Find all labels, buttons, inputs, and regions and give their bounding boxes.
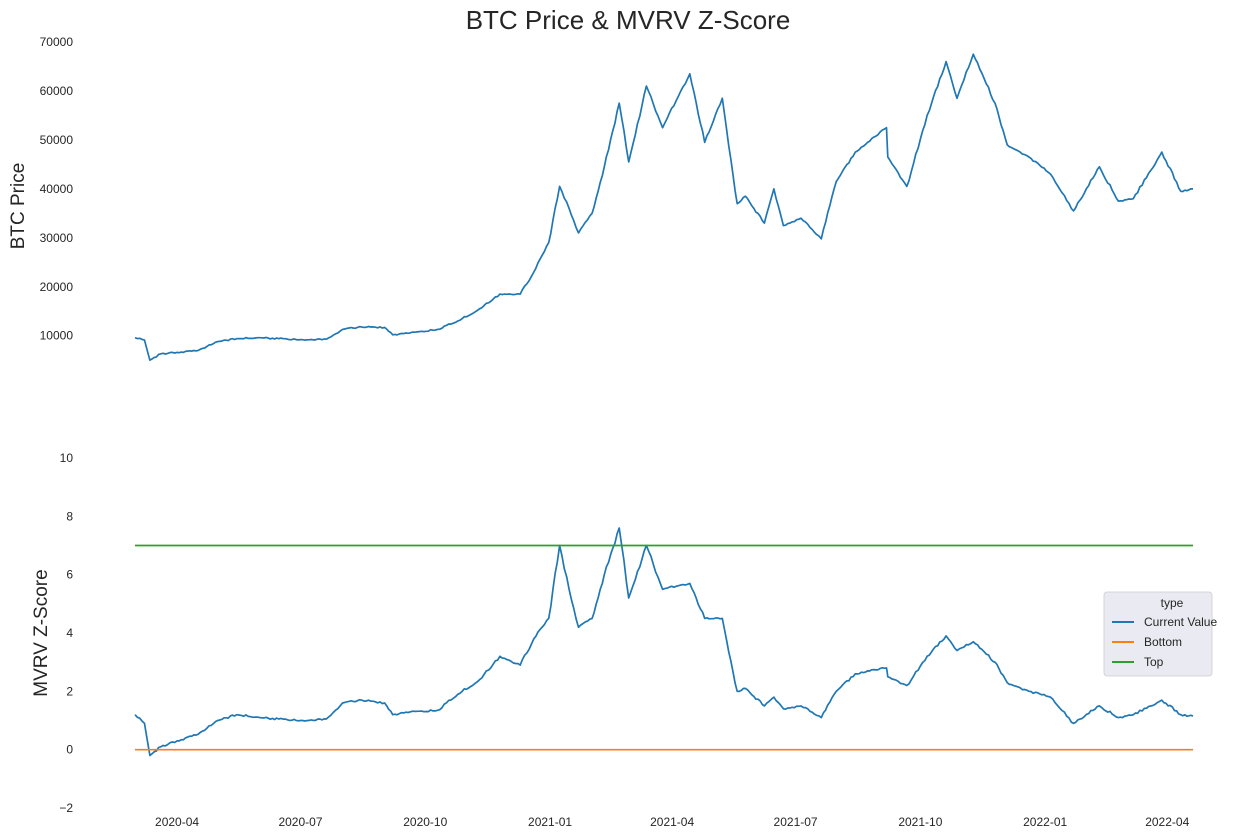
- price-panel: 10000 20000 30000 40000 50000 60000 70000 BTC P…: [8, 35, 1194, 362]
- series-line-current-value: [134, 527, 1194, 757]
- legend: type Current Value Bottom Top: [1103, 591, 1217, 677]
- legend-box: [1103, 591, 1213, 677]
- y-tick-label: 2: [66, 684, 73, 698]
- x-tick-label: 2022-04: [1145, 815, 1189, 829]
- y-tick-label: 70000: [40, 35, 74, 49]
- mvrv-panel: −2 0 2 4 6 8 10 MVRV Z-Score 2020-04 2020-07 2020-…: [31, 451, 1194, 829]
- y-tick-label: 30000: [40, 231, 74, 245]
- y-tick-label: 50000: [40, 133, 74, 147]
- y-tick-label: 40000: [40, 182, 74, 196]
- legend-entry: Bottom: [1144, 635, 1182, 649]
- y-tick-label: 20000: [40, 280, 74, 294]
- x-tick-label: 2021-04: [650, 815, 694, 829]
- x-tick-label: 2021-01: [528, 815, 572, 829]
- legend-entry: Top: [1144, 655, 1164, 669]
- y-tick-label: 0: [66, 743, 73, 757]
- y-tick-label: 10000: [40, 329, 74, 343]
- legend-title: type: [1161, 596, 1184, 610]
- x-tick-label: 2021-10: [898, 815, 942, 829]
- y-tick-label: 4: [66, 626, 73, 640]
- y-tick-label: 10: [60, 451, 74, 465]
- y-tick-label: 6: [66, 568, 73, 582]
- legend-entry: Current Value: [1144, 615, 1217, 629]
- y-axis-label: BTC Price: [8, 163, 29, 250]
- y-tick-label: −2: [59, 801, 73, 815]
- x-tick-label: 2020-07: [278, 815, 322, 829]
- chart-title: BTC Price & MVRV Z-Score: [466, 5, 791, 35]
- x-tick-label: 2020-04: [155, 815, 199, 829]
- y-axis-label: MVRV Z-Score: [31, 569, 52, 696]
- series-line-price-0: [134, 53, 1194, 362]
- y-tick-label: 60000: [40, 84, 74, 98]
- x-tick-label: 2020-10: [403, 815, 447, 829]
- y-tick-label: 8: [66, 509, 73, 523]
- x-tick-label: 2021-07: [774, 815, 818, 829]
- x-tick-label: 2022-01: [1023, 815, 1067, 829]
